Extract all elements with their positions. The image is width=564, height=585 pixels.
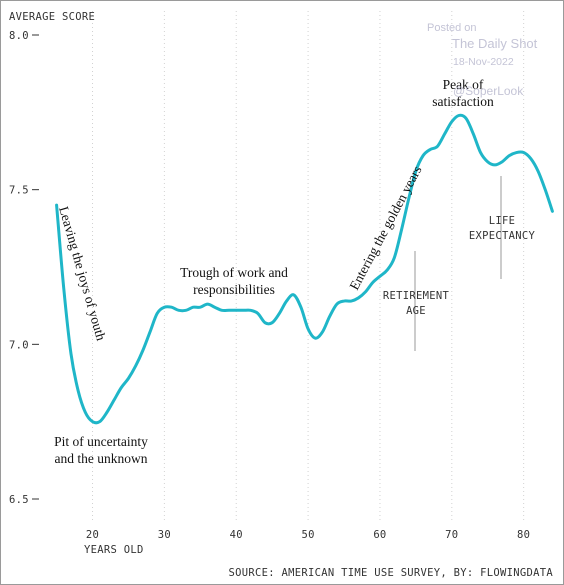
- y-tick-label: 6.5: [9, 494, 29, 506]
- y-tick-label: 8.0: [9, 30, 29, 42]
- series-line: [55, 113, 554, 425]
- source-note: SOURCE: AMERICAN TIME USE SURVEY, BY: FL…: [229, 567, 554, 579]
- y-axis: 8.0 7.5 7.0 6.5: [9, 30, 39, 506]
- annotation-retirement-line-1: RETIREMENT: [383, 290, 450, 302]
- annotation-retirement-line-2: AGE: [406, 305, 426, 317]
- x-tick-label: 70: [445, 529, 458, 541]
- x-tick-label: 80: [517, 529, 530, 541]
- watermark-posted: Posted on: [427, 22, 477, 34]
- annotation-pit-line-2: and the unknown: [55, 451, 148, 466]
- annotation-life-line-2: EXPECTANCY: [469, 230, 536, 242]
- watermark-site: The Daily Shot: [452, 36, 538, 51]
- x-tick-label: 40: [230, 529, 243, 541]
- x-axis: 20 30 40 50 60 70 80: [86, 529, 530, 541]
- watermark-date: 18-Nov-2022: [453, 56, 514, 68]
- y-tick-label: 7.0: [9, 339, 29, 351]
- watermark-handle: @SoperLook: [453, 84, 524, 98]
- annotation-peak-line-2: satisfaction: [432, 94, 494, 109]
- x-axis-title: YEARS OLD: [84, 544, 144, 556]
- y-axis-title: AVERAGE SCORE: [9, 11, 95, 23]
- y-tick-label: 7.5: [9, 185, 29, 197]
- annotation-trough-line-1: Trough of work and: [180, 265, 288, 280]
- annotation-life-line-1: LIFE: [489, 215, 516, 227]
- vertical-gridlines: [92, 11, 525, 521]
- x-tick-label: 60: [373, 529, 386, 541]
- annotation-trough-line-2: responsibilities: [193, 282, 275, 297]
- x-tick-label: 20: [86, 529, 99, 541]
- annotation-peak-line-1: Peak of: [443, 77, 484, 92]
- annotation-pit-line-1: Pit of uncertainty: [54, 434, 148, 449]
- annotation-youth: Leaving the joys of youth: [56, 205, 109, 343]
- x-tick-label: 30: [158, 529, 171, 541]
- x-tick-label: 50: [301, 529, 314, 541]
